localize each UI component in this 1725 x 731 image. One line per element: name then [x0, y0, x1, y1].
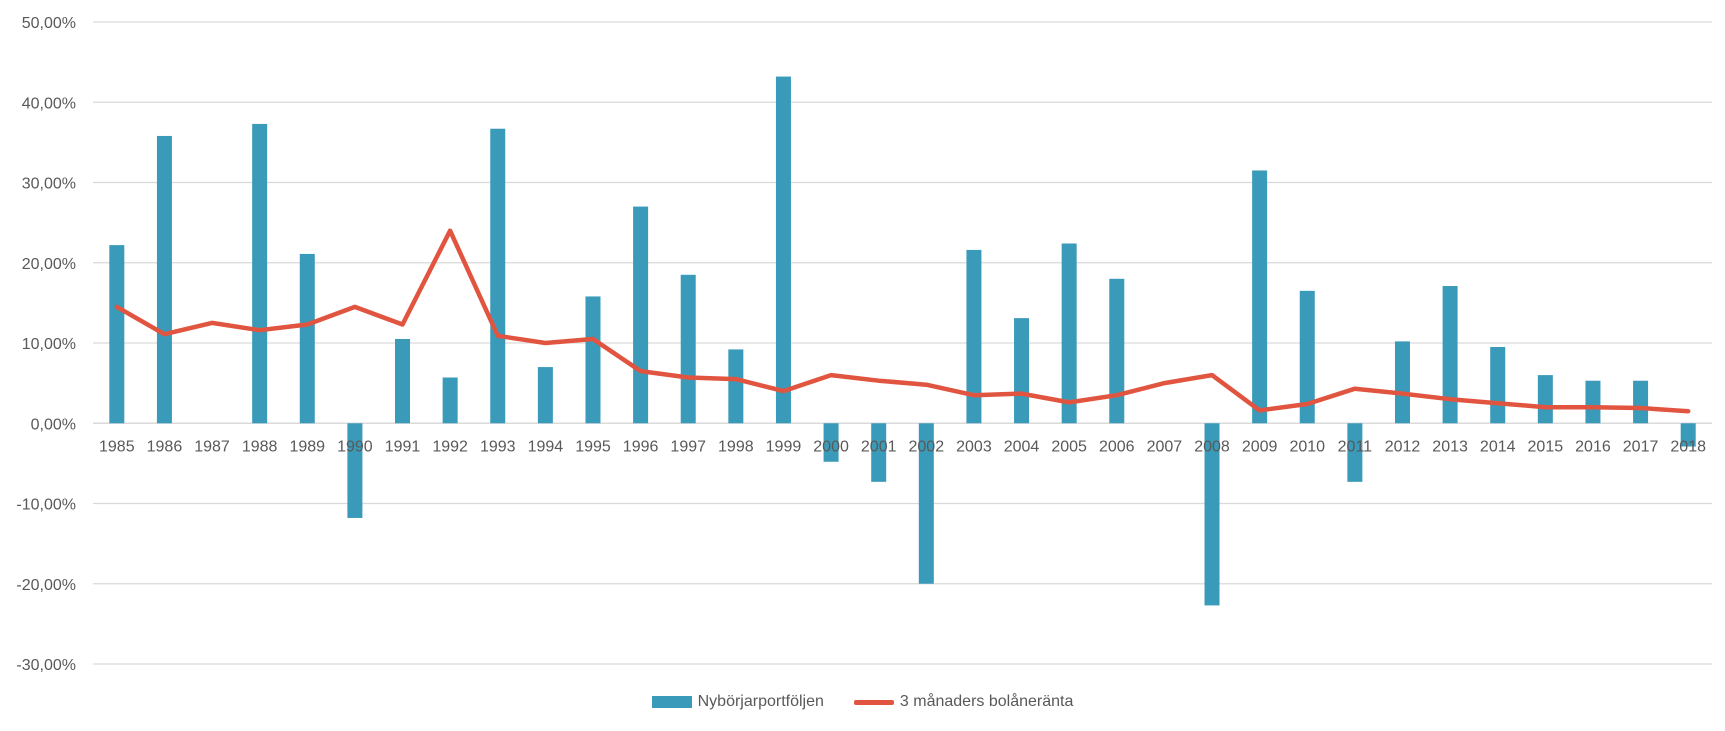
bar	[1442, 286, 1458, 424]
bar	[680, 274, 696, 424]
x-tick-label: 2005	[1051, 438, 1087, 455]
x-tick-label: 2010	[1289, 438, 1325, 455]
line-series	[114, 228, 1691, 414]
x-tick-label: 1987	[194, 438, 230, 455]
x-tick-label: 2014	[1480, 438, 1516, 455]
x-tick-label: 2012	[1385, 438, 1421, 455]
x-tick-label: 2013	[1432, 438, 1468, 455]
x-tick-label: 2008	[1194, 438, 1230, 455]
bar	[918, 423, 934, 584]
legend-bar-label: Nybörjarportföljen	[697, 693, 824, 710]
bar	[1204, 423, 1220, 606]
legend-line-label: 3 månaders bolåneränta	[899, 693, 1074, 710]
y-tick-label: 50,00%	[22, 15, 76, 32]
bar	[1633, 380, 1649, 424]
x-tick-label: 1988	[242, 438, 278, 455]
y-tick-label: -30,00%	[16, 657, 76, 674]
x-tick-label: 2007	[1147, 438, 1183, 455]
y-tick-label: 40,00%	[22, 95, 76, 112]
y-tick-label: 20,00%	[22, 256, 76, 273]
legend-item-bar: Nybörjarportföljen	[651, 693, 824, 711]
bar	[585, 296, 601, 424]
x-tick-label: 2011	[1338, 438, 1373, 455]
x-tick-label: 2015	[1528, 438, 1564, 455]
x-tick-label: 1997	[670, 438, 706, 455]
x-tick-label: 1992	[432, 438, 468, 455]
y-tick-label: -20,00%	[16, 577, 76, 594]
bar-series	[109, 76, 1696, 606]
y-tick-label: 30,00%	[22, 176, 76, 193]
gridlines	[93, 21, 1712, 665]
y-tick-label: 10,00%	[22, 336, 76, 353]
bar	[109, 245, 125, 424]
x-tick-label: 2017	[1623, 438, 1659, 455]
x-tick-label: 1986	[147, 438, 183, 455]
x-tick-label: 2000	[813, 438, 849, 455]
x-tick-label: 2009	[1242, 438, 1278, 455]
x-tick-label: 1996	[623, 438, 659, 455]
bar	[1347, 423, 1363, 482]
bar	[633, 206, 649, 424]
y-tick-label: -10,00%	[16, 497, 76, 514]
bar	[442, 377, 458, 424]
x-tick-label: 1989	[289, 438, 325, 455]
bar	[871, 423, 887, 482]
bar	[156, 135, 172, 424]
x-tick-label: 2002	[909, 438, 945, 455]
bar	[966, 249, 982, 424]
x-tick-label: 1995	[575, 438, 611, 455]
bar	[395, 338, 411, 424]
x-tick-label: 1994	[528, 438, 564, 455]
bar	[537, 367, 553, 424]
bar	[1537, 375, 1553, 424]
legend: Nybörjarportföljen 3 månaders bolåneränt…	[0, 693, 1725, 711]
x-tick-label: 2003	[956, 438, 992, 455]
legend-bar-swatch	[651, 696, 692, 708]
bar	[1394, 341, 1410, 424]
bar	[1680, 423, 1696, 447]
y-tick-label: 0,00%	[31, 416, 76, 433]
x-tick-label: 2018	[1670, 438, 1706, 455]
bar	[1299, 290, 1315, 424]
x-tick-label: 1998	[718, 438, 754, 455]
x-tick-label: 1993	[480, 438, 516, 455]
x-tick-label: 1990	[337, 438, 373, 455]
bar	[823, 423, 839, 462]
x-tick-label: 2001	[861, 438, 897, 455]
bar	[1252, 170, 1268, 424]
x-tick-label: 2004	[1004, 438, 1040, 455]
bar	[490, 128, 506, 424]
x-tick-label: 1999	[766, 438, 802, 455]
x-tick-label: 1991	[385, 438, 421, 455]
bar	[252, 123, 268, 424]
legend-line-swatch	[853, 699, 894, 705]
bar	[347, 423, 363, 518]
axis-labels: 50,00% 40,00% 30,00% 20,00% 10,00% 0,00% -10,0…	[16, 15, 1706, 674]
bar	[1109, 278, 1125, 424]
x-tick-label: 1985	[99, 438, 135, 455]
legend-item-line: 3 månaders bolåneränta	[853, 693, 1074, 711]
series-line	[114, 228, 1691, 414]
x-tick-label: 2006	[1099, 438, 1135, 455]
bar	[728, 349, 744, 424]
bar	[1585, 380, 1601, 424]
bar	[299, 253, 315, 424]
x-tick-label: 2016	[1575, 438, 1611, 455]
bar	[1490, 347, 1506, 424]
bar	[1014, 318, 1030, 424]
bar	[775, 76, 791, 424]
bar	[1061, 243, 1077, 424]
